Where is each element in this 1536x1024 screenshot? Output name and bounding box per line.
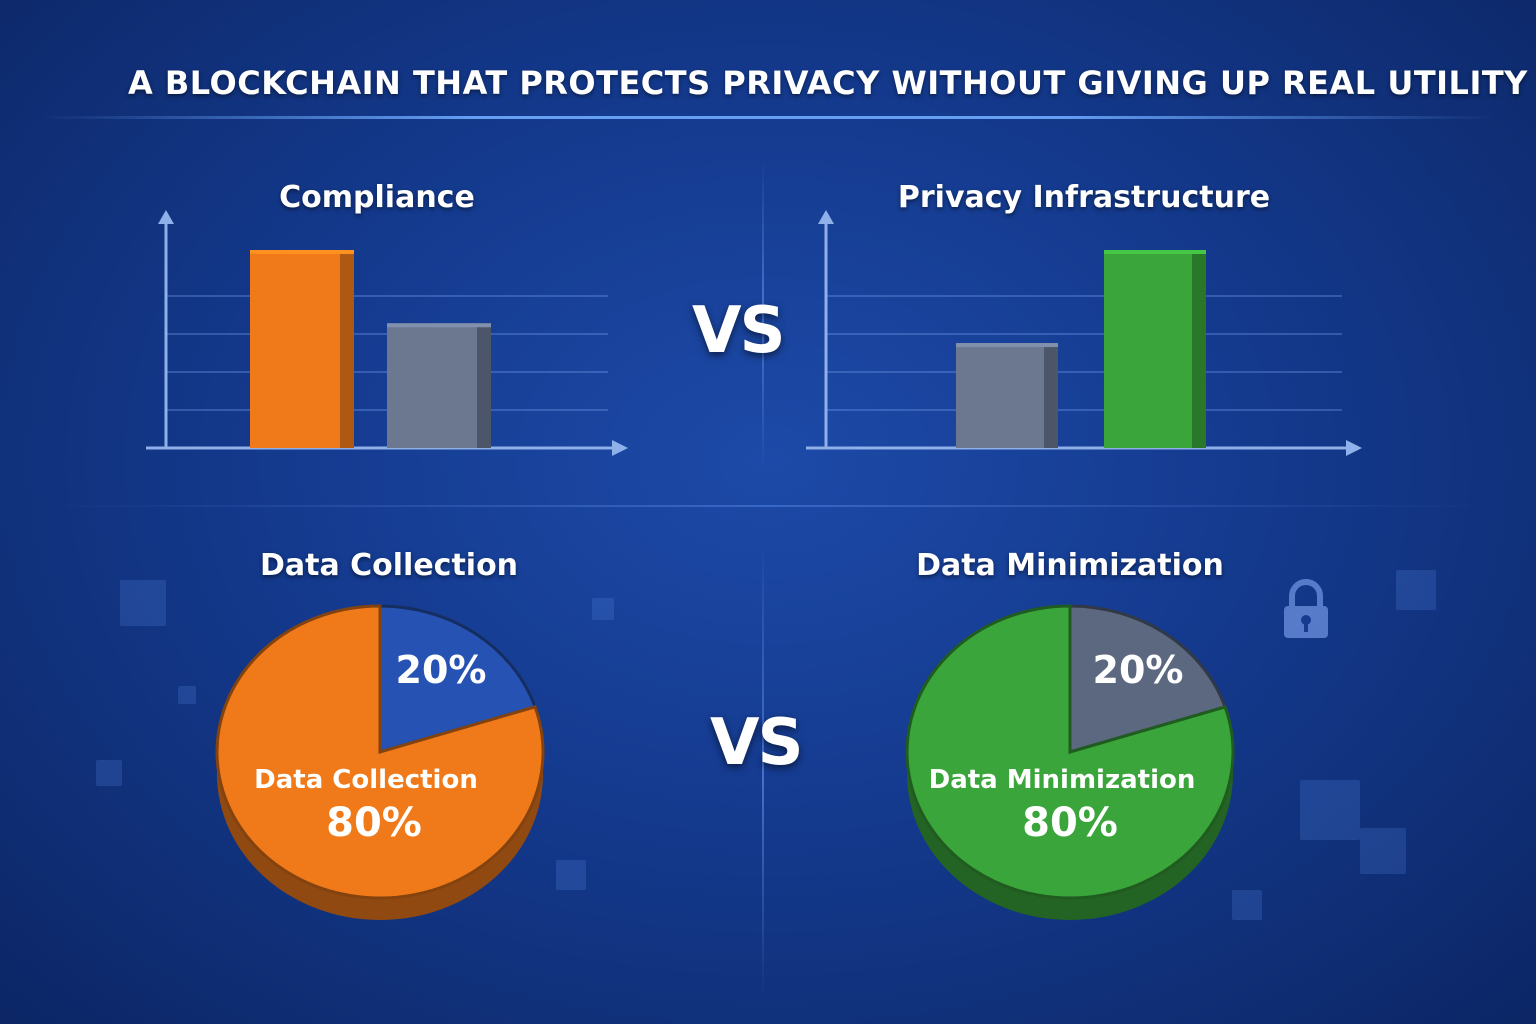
background-tile [1360, 828, 1406, 874]
pie-slice [905, 604, 1235, 900]
bar [956, 343, 1058, 448]
chart-title-data-minimization: Data Minimization [916, 548, 1224, 583]
x-axis-arrow [612, 440, 628, 456]
background-tile [1396, 570, 1436, 610]
background-tile [592, 598, 614, 620]
background-tile [1300, 780, 1360, 840]
chart-title-data-collection: Data Collection [259, 548, 519, 583]
vs-label: VS [692, 294, 786, 368]
bar [1104, 250, 1206, 448]
chart-title-privacy-infrastructure: Privacy Infrastructure [897, 180, 1271, 215]
background-tile [120, 580, 166, 626]
vertical-divider [762, 540, 764, 1000]
vertical-divider [762, 160, 764, 470]
pie-depth [907, 628, 1233, 920]
bar [250, 250, 354, 448]
background-tile [1232, 890, 1262, 920]
pie-slice [378, 604, 537, 754]
title-underline [40, 116, 1496, 119]
page-title: A BLOCKCHAIN THAT PROTECTS PRIVACY WITHO… [128, 64, 1528, 102]
slice-value-label: 80% [1022, 800, 1118, 846]
x-axis-arrow [1346, 440, 1362, 456]
vs-label: VS [710, 706, 804, 780]
pie-slice [215, 604, 545, 900]
background-tile [96, 760, 122, 786]
horizontal-divider [40, 505, 1496, 507]
slice-value-label: 20% [396, 648, 487, 692]
slice-label: Data Collection [254, 765, 478, 795]
y-axis-arrow [818, 210, 834, 224]
slice-label: Data Minimization [929, 765, 1196, 795]
bar [387, 323, 491, 448]
y-axis-arrow [158, 210, 174, 224]
slice-value-label: 20% [1093, 648, 1184, 692]
slice-value-label: 80% [326, 800, 422, 846]
background-tile [178, 686, 196, 704]
background-tile [556, 860, 586, 890]
pie-slice [1068, 604, 1227, 754]
chart-title-compliance: Compliance [279, 180, 475, 215]
pie-depth [217, 628, 543, 920]
lock-icon [1284, 579, 1328, 638]
